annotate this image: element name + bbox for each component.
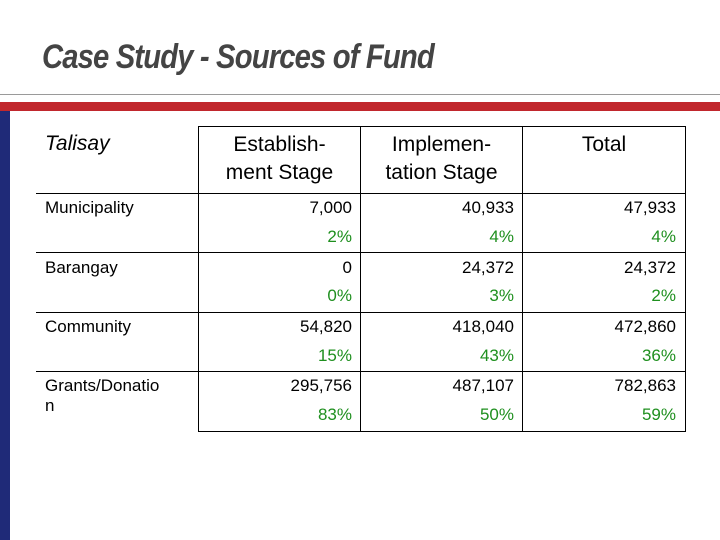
row-label-community: Community [45,317,131,337]
row-divider [36,252,686,253]
implementation-percent: 4% [489,227,514,246]
implementation-value: 40,933 [462,198,514,217]
implementation-value: 24,372 [462,258,514,277]
row-label-municipality: Municipality [45,198,134,218]
header-total: Total [581,133,627,156]
header-establishment-line-1: Establish- [233,133,326,156]
total-value: 472,860 [614,317,676,336]
establishment-value: 7,000 [309,198,352,217]
row-label-line: Community [45,317,131,336]
corner-label: Talisay [45,132,110,155]
header-implementation-line-2: tation Stage [385,161,498,184]
header-establishment-line-2: ment Stage [225,161,334,184]
table-border-right [685,126,686,432]
column-divider [198,126,199,432]
establishment-percent: 15% [317,346,352,365]
implementation-value: 418,040 [452,317,514,336]
title-divider [0,94,720,95]
header-establishment: Establish- ment Stage [199,131,360,187]
establishment-percent: 2% [327,227,352,246]
establishment-percent: 0% [327,286,352,305]
total-value: 24,372 [624,258,676,277]
row-label-grants-donation: Grants/Donatio n [45,376,159,416]
total-value: 782,863 [614,376,676,395]
total-percent: 2% [651,286,676,305]
column-divider [522,126,523,432]
implementation-value: 487,107 [452,376,514,395]
row-divider [36,312,686,313]
accent-bar-navy [0,111,10,540]
establishment-value: 54,820 [300,317,352,336]
implementation-percent: 3% [489,286,514,305]
row-label-barangay: Barangay [45,258,118,278]
total-percent: 4% [651,227,676,246]
implementation-percent: 50% [479,405,514,424]
establishment-value: 0 [342,258,352,277]
row-label-line: Grants/Donatio [45,376,160,395]
column-divider [360,126,361,432]
total-percent: 36% [641,346,676,365]
slide-title: Case Study - Sources of Fund [42,38,435,76]
header-implementation-line-1: Implemen- [391,133,492,156]
accent-bar-red [0,102,720,111]
implementation-percent: 43% [479,346,514,365]
establishment-value: 295,756 [290,376,352,395]
establishment-percent: 83% [317,405,352,424]
row-divider [36,371,686,372]
total-percent: 59% [641,405,676,424]
row-label-line: n [45,396,55,415]
row-label-line: Barangay [45,258,118,277]
row-label-line: Municipality [45,198,134,217]
table-border-bottom [198,431,686,432]
total-value: 47,933 [624,198,676,217]
header-implementation: Implemen- tation Stage [361,131,522,187]
table-border-top [198,126,686,127]
row-divider [36,193,686,194]
